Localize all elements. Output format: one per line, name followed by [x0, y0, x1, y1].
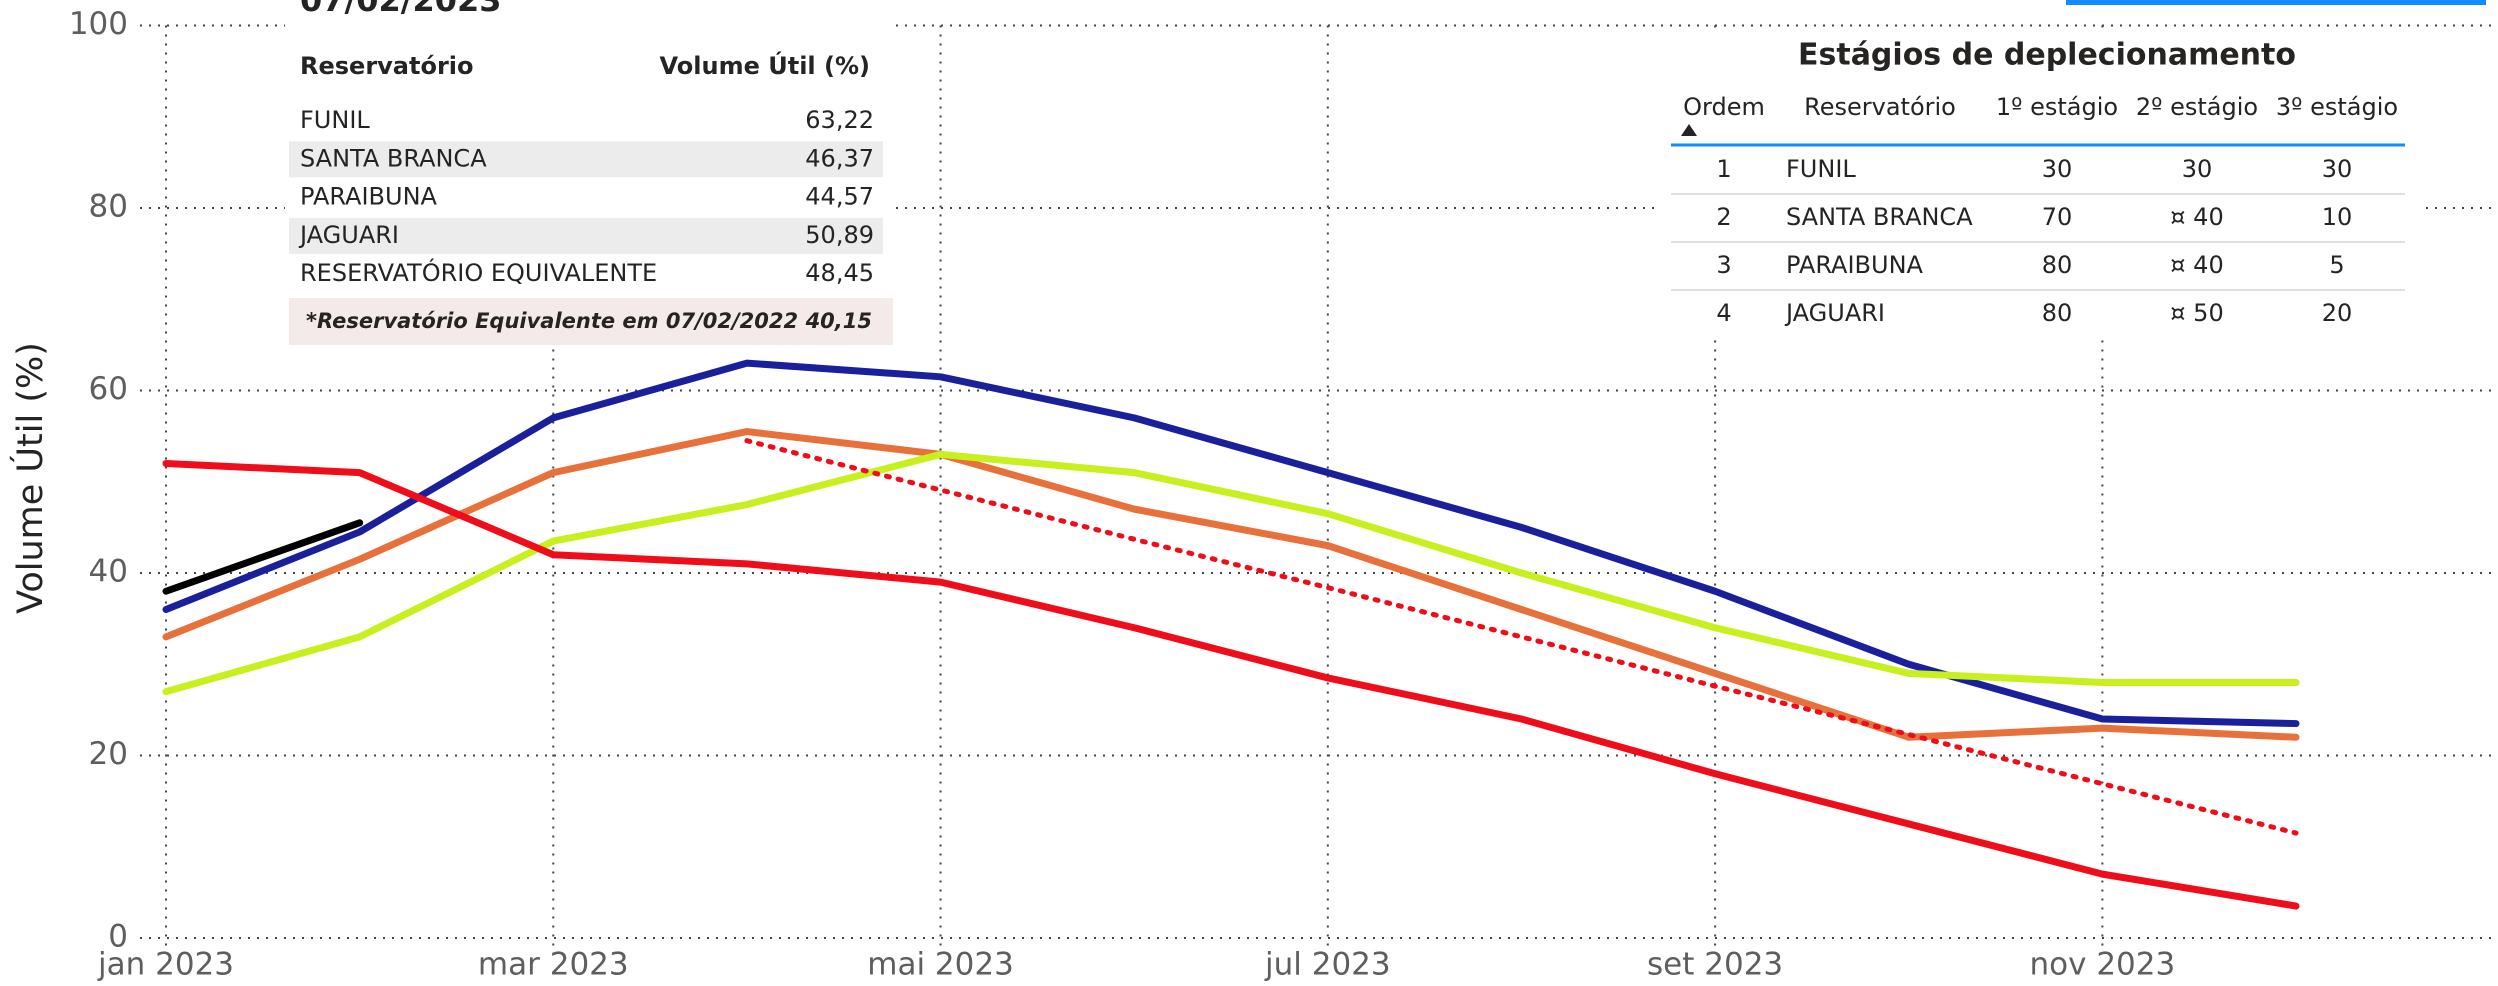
- y-tick-label: 80: [89, 189, 128, 225]
- table-footer: *Reservatório Equivalente em 07/02/2022: [306, 309, 798, 333]
- table-cell: 44,57: [805, 183, 874, 211]
- table-cell: 2: [1716, 203, 1731, 231]
- table-title: 07/02/2023: [300, 0, 502, 19]
- table-cell: SANTA BRANCA: [1786, 203, 1973, 231]
- table-header: 2º estágio: [2136, 93, 2258, 121]
- table-cell: ¤ 40: [2170, 251, 2223, 279]
- y-tick-label: 40: [89, 554, 128, 590]
- table-cell: 30: [2042, 155, 2073, 183]
- table-cell: 20: [2322, 299, 2353, 327]
- x-tick-label: set 2023: [1647, 947, 1783, 983]
- table-cell: 1: [1716, 155, 1731, 183]
- tables: 07/02/2023 Reservatório Volume Útil (%) FUN…: [285, 0, 2420, 345]
- table-cell: 46,37: [805, 144, 874, 172]
- table-cell: 3: [1716, 251, 1731, 279]
- table-cell: 30: [2322, 155, 2353, 183]
- stages-table-bg: [1660, 30, 2420, 335]
- table-footer: 40,15: [805, 309, 872, 333]
- grid: 0 20 40 60 80 100 jan 2023 mar 2023 mai 2023 jul …: [69, 6, 2498, 983]
- table-cell: FUNIL: [1786, 155, 1856, 183]
- table-cell: ¤ 40: [2170, 203, 2223, 231]
- table-cell: JAGUARI: [298, 221, 399, 249]
- footer-bg: [289, 298, 893, 345]
- table-cell: RESERVATÓRIO EQUIVALENTE: [300, 257, 657, 287]
- table-header: Reservatório: [300, 52, 474, 80]
- series-line: [162, 450, 2300, 696]
- table-cell: 80: [2042, 299, 2073, 327]
- table-header: 1º estágio: [1996, 93, 2118, 121]
- table-header: Reservatório: [1804, 93, 1956, 121]
- x-tick-label: mai 2023: [867, 947, 1014, 983]
- table-cell: 30: [2182, 155, 2213, 183]
- table-header: 3º estágio: [2276, 93, 2398, 121]
- series-line: [162, 359, 2300, 728]
- series-line: [744, 438, 2299, 836]
- sort-arrow: [1681, 124, 1697, 136]
- row-bg: [289, 217, 883, 254]
- x-tick-label: mar 2023: [478, 947, 629, 983]
- series-line: [162, 460, 2300, 910]
- table-cell: 50,89: [805, 221, 874, 249]
- y-tick-label: 100: [69, 6, 128, 42]
- y-tick-label: 60: [89, 371, 128, 407]
- reservoir-table-bg: [285, 20, 895, 345]
- table-cell: JAGUARI: [1784, 299, 1885, 327]
- y-tick-label: 20: [89, 736, 128, 772]
- table-cell: ¤ 50: [2170, 299, 2223, 327]
- row-bg: [289, 141, 883, 178]
- y-tick-label: 0: [108, 919, 128, 955]
- x-tick-label: jan 2023: [97, 947, 234, 983]
- table-cell: 48,45: [805, 259, 874, 287]
- top-bar: [2066, 0, 2486, 5]
- table-cell: 4: [1716, 299, 1731, 327]
- table-cell: 80: [2042, 251, 2073, 279]
- table-header: Ordem: [1683, 93, 1765, 121]
- y-axis-label: Volume Útil (%): [9, 342, 51, 614]
- table-title: Estágios de deplecionamento: [1798, 38, 2296, 73]
- series-line: [162, 519, 364, 595]
- table-header: Volume Útil (%): [660, 50, 870, 80]
- table-cell: 70: [2042, 203, 2073, 231]
- table-cell: 5: [2329, 251, 2344, 279]
- table-cell: 63,22: [805, 106, 874, 134]
- table-cell: SANTA BRANCA: [300, 144, 487, 172]
- x-tick-label: jul 2023: [1264, 947, 1391, 983]
- x-tick-label: nov 2023: [2030, 947, 2176, 983]
- lines: [162, 359, 2300, 910]
- table-cell: 10: [2322, 203, 2353, 231]
- table-cell: FUNIL: [300, 106, 370, 134]
- table-cell: PARAIBUNA: [300, 183, 438, 211]
- series-line: [162, 428, 2300, 741]
- table-cell: PARAIBUNA: [1786, 251, 1924, 279]
